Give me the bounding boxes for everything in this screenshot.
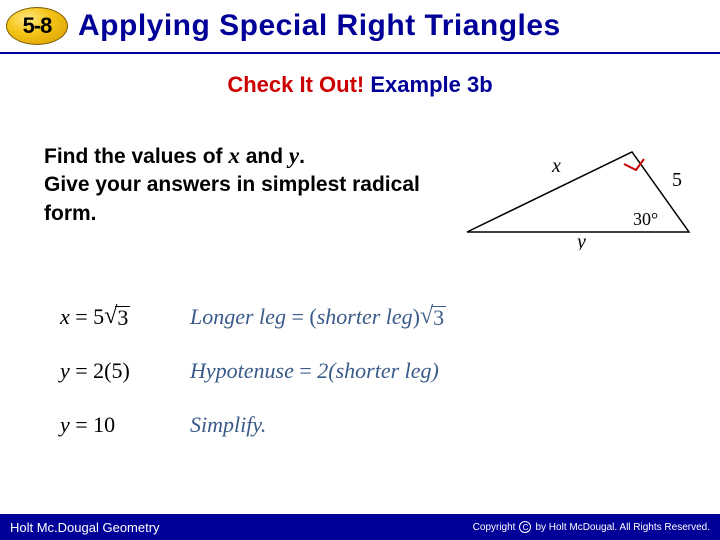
right-angle-marker bbox=[624, 159, 644, 170]
eq-text: ) bbox=[413, 304, 420, 329]
equation-left: y = 10 bbox=[60, 412, 190, 438]
copyright-text: by Holt McDougal. All Rights Reserved. bbox=[535, 522, 710, 533]
eq-text: = bbox=[294, 358, 317, 383]
slide-footer: Holt Mc.Dougal Geometry Copyright C by H… bbox=[0, 514, 720, 540]
eq-var: y bbox=[60, 358, 70, 383]
equation-row: y = 2(5) Hypotenuse = 2(shorter leg) bbox=[60, 344, 446, 398]
equation-left: y = 2(5) bbox=[60, 358, 190, 384]
eq-text: ( bbox=[309, 304, 316, 329]
copyright-icon: C bbox=[519, 521, 531, 533]
equation-left: x = 5√3 bbox=[60, 304, 190, 331]
footer-left: Holt Mc.Dougal Geometry bbox=[10, 520, 160, 535]
sqrt-expr: √3 bbox=[420, 304, 446, 331]
eq-text: Longer leg bbox=[190, 304, 286, 329]
equation-row: x = 5√3 Longer leg = (shorter leg)√3 bbox=[60, 290, 446, 344]
prompt-var-x: x bbox=[228, 143, 240, 168]
lesson-number: 5-8 bbox=[23, 13, 52, 39]
slide-header: 5-8 Applying Special Right Triangles bbox=[0, 0, 720, 54]
triangle-diagram: x 5 30° y bbox=[457, 140, 702, 250]
problem-prompt: Find the values of x and y. Give your an… bbox=[44, 140, 424, 228]
eq-text: = 2(5) bbox=[70, 358, 130, 383]
label-5: 5 bbox=[672, 169, 682, 191]
copyright-word: Copyright bbox=[473, 522, 516, 533]
eq-var: x bbox=[60, 304, 70, 329]
eq-text: Hypotenuse bbox=[190, 358, 294, 383]
eq-text: 2(shorter leg) bbox=[317, 358, 439, 383]
label-y: y bbox=[575, 231, 586, 250]
prompt-text: and bbox=[240, 145, 289, 168]
eq-text: = 10 bbox=[70, 412, 115, 437]
equation-table: x = 5√3 Longer leg = (shorter leg)√3 y =… bbox=[60, 290, 446, 452]
lesson-badge: 5-8 bbox=[6, 5, 68, 47]
eq-text: = bbox=[286, 304, 309, 329]
radicand: 3 bbox=[431, 306, 446, 329]
eq-text: shorter leg bbox=[317, 304, 413, 329]
eq-var: y bbox=[60, 412, 70, 437]
equation-right: Hypotenuse = 2(shorter leg) bbox=[190, 358, 439, 384]
subheader-blue: Example 3b bbox=[370, 72, 492, 97]
eq-text: Simplify. bbox=[190, 412, 266, 437]
equation-right: Simplify. bbox=[190, 412, 266, 438]
label-angle: 30° bbox=[633, 209, 658, 229]
prompt-text: Give your answers in simplest radical fo… bbox=[44, 173, 420, 224]
eq-text: = 5 bbox=[70, 304, 104, 329]
slide-title: Applying Special Right Triangles bbox=[78, 9, 561, 43]
label-x: x bbox=[551, 155, 561, 177]
sqrt-expr: √3 bbox=[104, 304, 130, 331]
prompt-var-y: y bbox=[289, 143, 299, 168]
subheader-red: Check It Out! bbox=[227, 72, 364, 97]
radicand: 3 bbox=[115, 306, 130, 329]
example-subheader: Check It Out! Example 3b bbox=[0, 72, 720, 98]
equation-row: y = 10 Simplify. bbox=[60, 398, 446, 452]
footer-right: Copyright C by Holt McDougal. All Rights… bbox=[473, 521, 710, 533]
prompt-text: . bbox=[299, 145, 305, 168]
prompt-text: Find the values of bbox=[44, 145, 228, 168]
equation-right: Longer leg = (shorter leg)√3 bbox=[190, 304, 446, 331]
